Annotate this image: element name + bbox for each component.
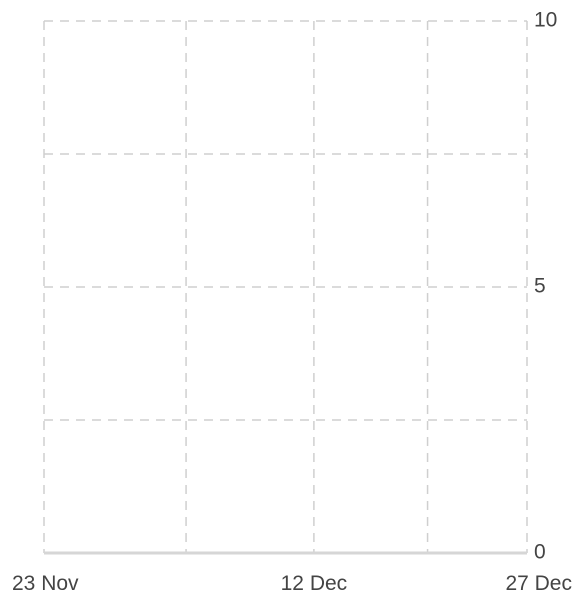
chart-grid (43, 20, 528, 553)
y-tick-label: 10 (534, 9, 557, 32)
y-tick-label: 5 (534, 275, 546, 298)
y-tick-label: 0 (534, 541, 546, 564)
y-axis: 0 5 10 (534, 9, 557, 564)
x-tick-label: 12 Dec (281, 572, 348, 595)
x-axis: 23 Nov 12 Dec 27 Dec (12, 572, 572, 595)
x-tick-label: 23 Nov (12, 572, 79, 595)
x-tick-label: 27 Dec (505, 572, 572, 595)
